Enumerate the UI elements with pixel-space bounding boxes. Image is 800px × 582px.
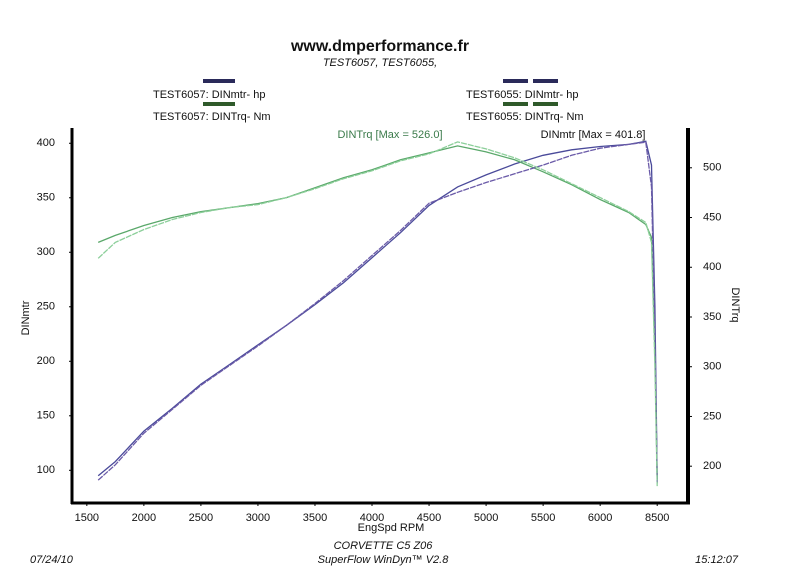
legend-label: TEST6055: DINmtr- hp bbox=[466, 89, 578, 101]
annotation: DINmtr [Max = 401.8] bbox=[541, 129, 646, 141]
x-tick-label: 8500 bbox=[645, 512, 669, 524]
y2-tick-label: 400 bbox=[703, 261, 721, 273]
legend-label: TEST6057: DINmtr- hp bbox=[153, 89, 265, 101]
x-tick-label: 3000 bbox=[246, 512, 270, 524]
y2-tick-label: 350 bbox=[703, 311, 721, 323]
y2-tick-label: 450 bbox=[703, 211, 721, 223]
data-line bbox=[97, 140, 658, 480]
x-axis-label: EngSpd RPM bbox=[358, 522, 425, 534]
legend-label: TEST6055: DINTrq- Nm bbox=[466, 111, 584, 123]
x-tick-label: 2000 bbox=[132, 512, 156, 524]
data-line bbox=[97, 141, 658, 484]
y-tick-label: 200 bbox=[37, 355, 55, 367]
data-line bbox=[97, 145, 658, 481]
date: 07/24/10 bbox=[30, 554, 74, 566]
y-tick-label: 400 bbox=[37, 137, 55, 149]
y-tick-label: 250 bbox=[37, 301, 55, 313]
time: 15:12:07 bbox=[695, 554, 739, 566]
x-tick-label: 1500 bbox=[75, 512, 99, 524]
footer: SuperFlow WinDyn™ V2.8 bbox=[318, 554, 450, 566]
x-tick-label: 2500 bbox=[189, 512, 213, 524]
y-tick-label: 350 bbox=[37, 192, 55, 204]
x-tick-label: 4500 bbox=[417, 512, 441, 524]
y2-tick-label: 300 bbox=[703, 361, 721, 373]
legend-label: TEST6057: DINTrq- Nm bbox=[153, 111, 271, 123]
x-tick-label: 6000 bbox=[588, 512, 612, 524]
y2-tick-label: 250 bbox=[703, 410, 721, 422]
annotation: DINTrq [Max = 526.0] bbox=[337, 129, 442, 141]
y-axis-label: DINmtr bbox=[20, 300, 32, 335]
y-tick-label: 300 bbox=[37, 246, 55, 258]
y-tick-label: 100 bbox=[37, 464, 55, 476]
y-tick-label: 150 bbox=[37, 410, 55, 422]
y2-tick-label: 500 bbox=[703, 162, 721, 174]
data-line bbox=[97, 141, 658, 487]
x-tick-label: 4000 bbox=[360, 512, 384, 524]
y2-axis-label: DINTrq bbox=[729, 287, 741, 322]
footer: CORVETTE C5 Z06 bbox=[334, 540, 434, 552]
x-tick-label: 5000 bbox=[474, 512, 498, 524]
x-tick-label: 5500 bbox=[531, 512, 555, 524]
chart-title: www.dmperformance.fr bbox=[290, 38, 469, 55]
y2-tick-label: 200 bbox=[703, 460, 721, 472]
chart-subtitle: TEST6057, TEST6055, bbox=[323, 57, 437, 69]
x-tick-label: 3500 bbox=[303, 512, 327, 524]
